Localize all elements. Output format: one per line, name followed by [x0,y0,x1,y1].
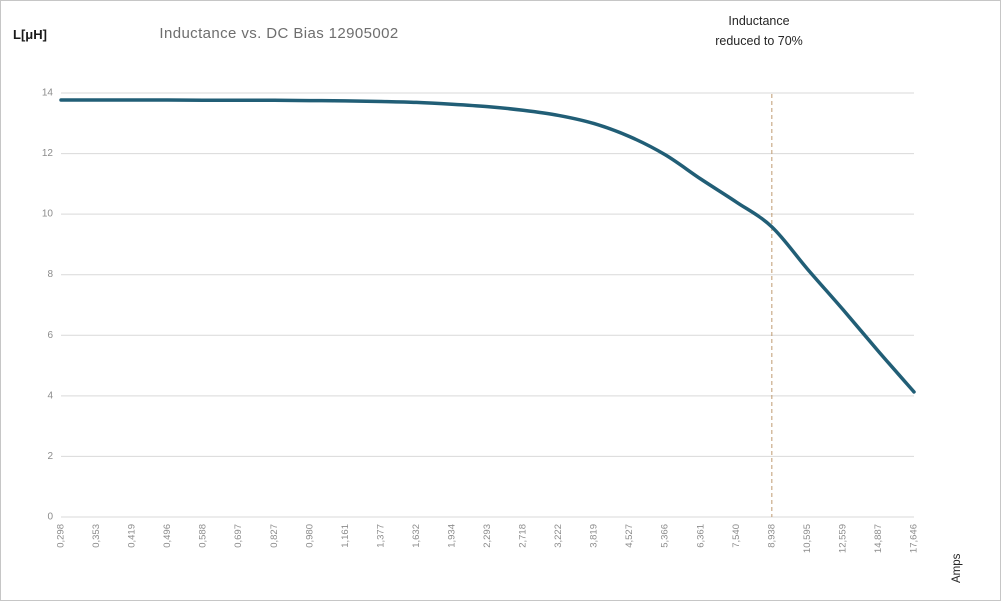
x-tick-label: 3,222 [553,524,564,548]
x-tick-label: 7,540 [731,524,742,548]
x-tick-label: 3,819 [589,524,600,548]
y-tick-label: 2 [47,451,53,462]
threshold-annotation-line2: reduced to 70% [715,34,803,48]
x-tick-label: 0,697 [233,524,244,548]
x-tick-label: 2,293 [482,524,493,548]
y-tick-label: 14 [42,88,54,99]
x-tick-label: 0,588 [198,524,209,548]
x-tick-label: 1,161 [340,524,351,548]
x-tick-label: 2,718 [518,524,529,548]
y-tick-label: 6 [47,330,53,341]
x-tick-label: 1,377 [375,524,386,548]
y-tick-label: 12 [42,148,54,159]
x-tick-label: 0,827 [269,524,280,548]
x-tick-label: 17,646 [909,524,920,553]
x-tick-label: 1,632 [411,524,422,548]
x-tick-label: 12,559 [837,524,848,553]
x-tick-label: 0,353 [91,524,102,548]
threshold-annotation-line1: Inductance [728,14,790,28]
x-axis-title: Amps [951,553,963,583]
x-tick-label: 0,980 [304,524,315,548]
x-tick-label: 10,595 [802,524,813,553]
chart-title: Inductance vs. DC Bias 12905002 [159,25,399,42]
y-tick-label: 0 [47,512,53,523]
y-tick-label: 10 [42,209,54,220]
x-tick-label: 8,938 [766,524,777,548]
y-axis-unit-label: L[μH] [13,27,47,42]
inductance-curve [59,98,916,394]
x-tick-label: 1,934 [446,524,457,548]
x-tick-label: 5,366 [660,524,671,548]
y-tick-label: 4 [47,390,53,401]
y-tick-label: 8 [47,269,53,280]
x-tick-label: 0,298 [56,524,67,548]
x-tick-label: 0,496 [162,524,173,548]
x-tick-label: 0,419 [127,524,138,548]
x-tick-label: 6,361 [695,524,706,548]
threshold-annotation: Inductance reduced to 70% [679,11,839,51]
x-tick-label: 14,887 [873,524,884,553]
x-tick-label: 4,527 [624,524,635,548]
